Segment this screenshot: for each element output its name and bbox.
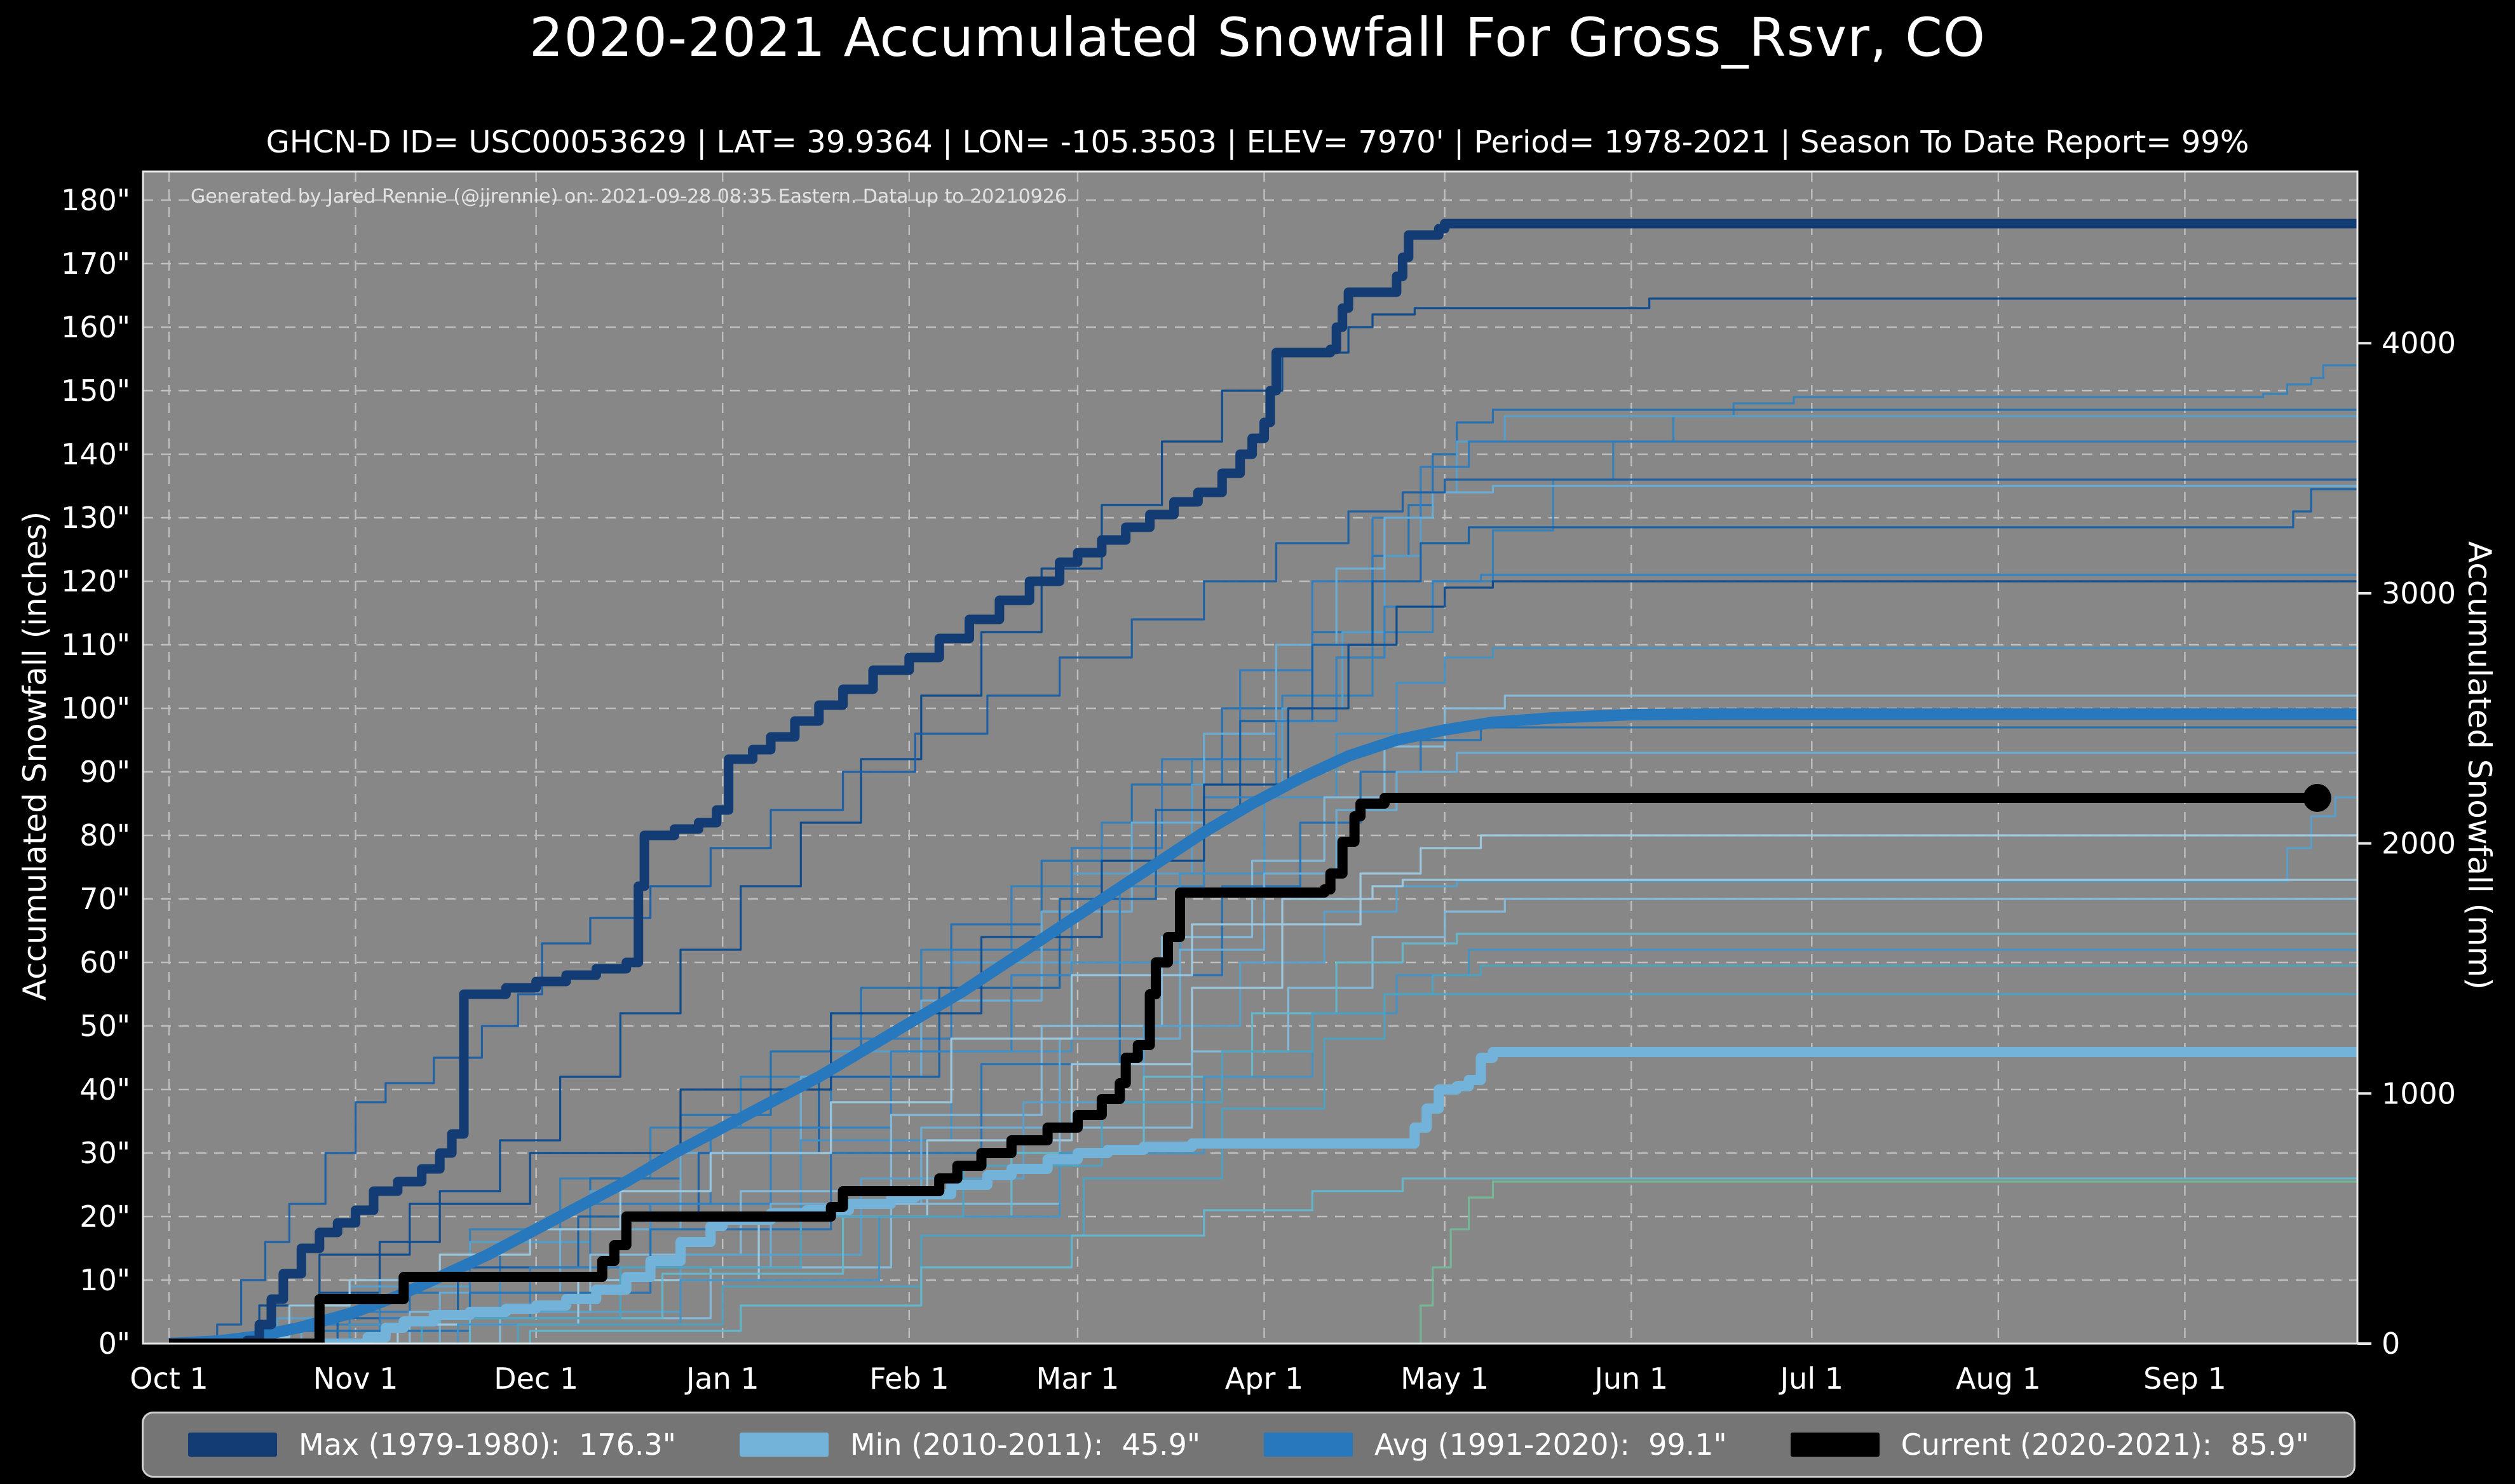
legend-label: Min (2010-2011): 45.9" — [850, 1427, 1201, 1462]
page-title: 2020-2021 Accumulated Snowfall For Gross… — [529, 6, 1986, 69]
y-tick-label-right: 4000 — [2382, 326, 2456, 360]
axes-spines — [142, 170, 2359, 1345]
x-tick-label: Oct 1 — [130, 1361, 208, 1396]
y-tick-label-left: 50" — [79, 1009, 130, 1043]
legend-swatch — [1790, 1433, 1880, 1457]
background-season-line — [169, 796, 2357, 1344]
legend-item-1: Min (2010-2011): 45.9" — [739, 1427, 1201, 1462]
background-season-line — [169, 478, 2357, 1344]
legend-label: Avg (1991-2020): 99.1" — [1374, 1427, 1727, 1462]
x-tick-label: Feb 1 — [869, 1361, 949, 1396]
y-tick-label-left: 180" — [61, 183, 130, 217]
x-tick-label: Nov 1 — [313, 1361, 398, 1396]
x-tick-label: Apr 1 — [1225, 1361, 1303, 1396]
y-axis-ticks-left: 0" 10" 20" 30" 40" 50" 60" 70" 80" 90" 100" 110" 120… — [61, 183, 130, 1361]
legend-item-3: Current (2020-2021): 85.9" — [1790, 1427, 2309, 1462]
y-tick-label-left: 10" — [79, 1263, 130, 1297]
legend-box: Max (1979-1980): 176.3" Min (2010-2011): … — [142, 1412, 2356, 1478]
y-tick-label-left: 140" — [61, 437, 130, 471]
y-tick-label-left: 120" — [61, 564, 130, 598]
series-group — [168, 219, 2357, 1344]
background-season-line — [169, 898, 2357, 1344]
y-tick-label-left: 40" — [79, 1072, 130, 1107]
y-tick-label-left: 0" — [98, 1326, 130, 1361]
legend-item-2: Avg (1991-2020): 99.1" — [1263, 1427, 1727, 1462]
watermark-text: Generated by Jared Rennie (@jjrennie) on… — [191, 186, 1067, 208]
x-tick-label: Mar 1 — [1036, 1361, 1120, 1396]
background-season-line — [169, 1177, 2357, 1344]
series-line-avg — [168, 708, 2357, 1344]
station-subtitle: GHCN-D ID= USC00053629 | LAT= 39.9364 | … — [266, 125, 2249, 160]
y-tick-label-left: 170" — [61, 246, 130, 281]
series-line-min — [169, 1047, 2357, 1344]
y-tick-label-right: 1000 — [2382, 1076, 2456, 1110]
y-tick-label-left: 30" — [79, 1136, 130, 1170]
x-tick-label: May 1 — [1400, 1361, 1489, 1396]
y-tick-label-left: 90" — [79, 755, 130, 789]
x-tick-label: Jul 1 — [1779, 1361, 1843, 1396]
y-tick-label-left: 20" — [79, 1199, 130, 1234]
x-axis-ticks: Oct 1 Nov 1 Dec 1 Jan 1 Feb 1 Mar 1 Apr 1 May 1… — [130, 1361, 2226, 1396]
background-season-line — [169, 364, 2357, 1344]
series-line-current — [169, 793, 2317, 1344]
background-season-line — [169, 1180, 2357, 1344]
series-line-max — [169, 219, 2357, 1344]
background-season-line — [169, 726, 2357, 1344]
x-tick-label: Dec 1 — [494, 1361, 578, 1396]
x-tick-label: Jun 1 — [1592, 1361, 1668, 1396]
background-season-line — [169, 933, 2357, 1344]
current-endpoint-dot — [2303, 784, 2331, 812]
legend-label: Max (1979-1980): 176.3" — [299, 1427, 676, 1462]
y-tick-label-left: 60" — [79, 945, 130, 980]
y-tick-label-left: 110" — [61, 628, 130, 662]
background-season-line — [169, 879, 2357, 1344]
y-tick-label-left: 160" — [61, 310, 130, 344]
x-tick-label: Sep 1 — [2143, 1361, 2227, 1396]
legend-swatch — [188, 1433, 277, 1457]
y-tick-label-left: 80" — [79, 818, 130, 853]
y-tick-label-left: 130" — [61, 501, 130, 535]
y-tick-label-right: 3000 — [2382, 576, 2456, 610]
y-tick-label-right: 0 — [2382, 1326, 2400, 1361]
plot-background — [143, 172, 2357, 1344]
y-axis-ticks-right: 0 1000 2000 3000 4000 — [2357, 326, 2456, 1361]
legend-swatch — [1263, 1433, 1353, 1457]
x-tick-label: Jan 1 — [684, 1361, 759, 1396]
background-season-line — [169, 297, 2357, 1344]
legend-item-0: Max (1979-1980): 176.3" — [188, 1427, 676, 1462]
y-tick-label-right: 2000 — [2382, 826, 2456, 861]
y-tick-label-left: 150" — [61, 374, 130, 408]
y-tick-label-left: 100" — [61, 691, 130, 725]
x-tick-label: Aug 1 — [1956, 1361, 2041, 1396]
legend-swatch — [739, 1433, 829, 1457]
legend-label: Current (2020-2021): 85.9" — [1901, 1427, 2309, 1462]
y-tick-label-left: 70" — [79, 882, 130, 916]
background-season-line — [169, 488, 2357, 1344]
